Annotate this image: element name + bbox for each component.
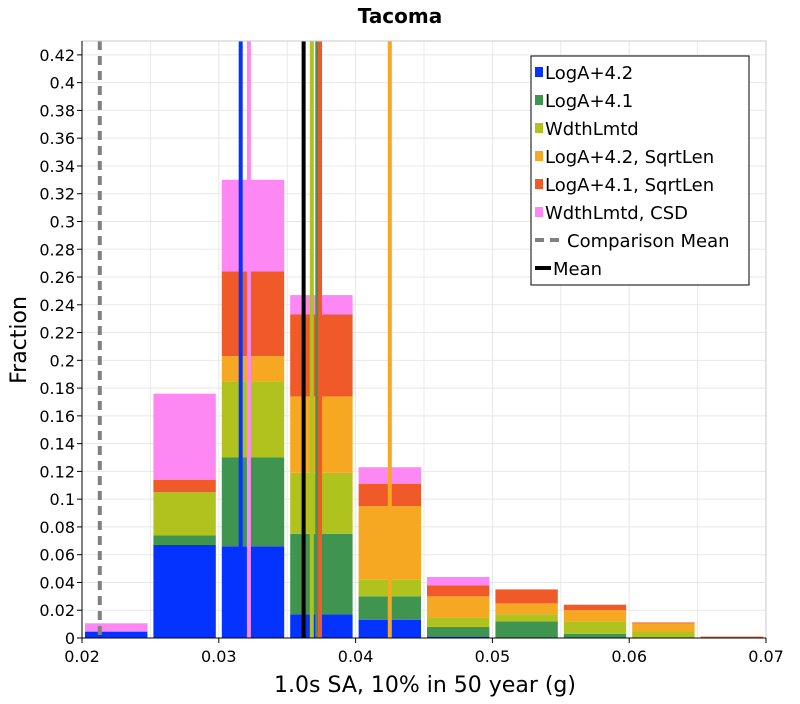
- y-tick-label: 0.08: [39, 518, 75, 537]
- y-tick-label: 0.4: [50, 74, 75, 93]
- tick-labels: 00.020.040.060.080.10.120.140.160.180.20…: [39, 46, 783, 666]
- bar-segment: [495, 589, 558, 604]
- x-tick-label: 0.07: [748, 647, 784, 666]
- legend-box: [530, 55, 750, 286]
- mean-lines: [97, 41, 392, 638]
- y-tick-label: 0.22: [39, 324, 75, 343]
- bar-segment: [632, 622, 695, 632]
- legend-label: WdthLmtd: [545, 119, 639, 140]
- legend-swatch: [535, 207, 543, 217]
- bar-segment: [563, 604, 627, 611]
- bar-segment: [221, 271, 285, 357]
- bar-segment: [221, 381, 285, 458]
- y-tick-label: 0.18: [39, 379, 75, 398]
- x-tick-label: 0.02: [64, 647, 100, 666]
- bar-segment: [563, 633, 627, 638]
- x-axis-label: 1.0s SA, 10% in 50 year (g): [274, 673, 576, 698]
- bar-segment: [427, 617, 490, 627]
- legend: LogA+4.2 LogA+4.1 WdthLmtd LogA+4.2, SqrtLe…: [530, 55, 750, 286]
- bar-segment: [563, 621, 627, 634]
- bar-segment: [221, 457, 285, 547]
- y-tick-label: 0.2: [50, 351, 75, 370]
- legend-label: LogA+4.2: [545, 63, 633, 84]
- bar-segment: [153, 544, 216, 638]
- bar-segment: [495, 603, 558, 615]
- bars: [85, 179, 763, 638]
- bar-segment: [427, 576, 490, 586]
- y-tick-label: 0.02: [39, 601, 75, 620]
- bar-segment: [563, 610, 627, 622]
- y-tick-label: 0.24: [39, 296, 75, 315]
- bar-segment: [221, 546, 285, 638]
- bar-segment: [221, 356, 285, 382]
- bar-segment: [153, 393, 216, 480]
- legend-label: Comparison Mean: [567, 231, 730, 252]
- bar-segment: [427, 596, 490, 618]
- y-tick-label: 0.32: [39, 185, 75, 204]
- y-tick-label: 0.26: [39, 268, 75, 287]
- legend-label: Mean: [553, 259, 602, 280]
- y-tick-label: 0.06: [39, 546, 75, 565]
- bar-segment: [632, 631, 695, 638]
- bar-segment: [632, 622, 695, 624]
- y-tick-label: 0.28: [39, 240, 75, 259]
- legend-swatch: [535, 151, 543, 161]
- y-tick-label: 0.04: [39, 573, 75, 592]
- y-tick-label: 0.16: [39, 407, 75, 426]
- legend-label: WdthLmtd, CSD: [545, 203, 688, 224]
- legend-label: LogA+4.1, SqrtLen: [545, 175, 714, 196]
- y-tick-label: 0.14: [39, 435, 75, 454]
- x-tick-label: 0.04: [338, 647, 374, 666]
- y-tick-label: 0.3: [50, 212, 75, 231]
- bar-segment: [153, 492, 216, 536]
- axes: [81, 40, 767, 639]
- legend-swatch: [535, 179, 543, 189]
- y-axis-label: Fraction: [7, 296, 32, 384]
- x-tick-label: 0.03: [201, 647, 237, 666]
- y-tick-label: 0.42: [39, 46, 75, 65]
- legend-label: LogA+4.2, SqrtLen: [545, 147, 714, 168]
- bar-segment: [495, 621, 558, 638]
- y-tick-label: 0.34: [39, 157, 75, 176]
- legend-swatch: [535, 123, 543, 133]
- legend-swatch: [535, 95, 543, 105]
- bar-segment: [221, 179, 285, 272]
- y-tick-label: 0.12: [39, 462, 75, 481]
- x-tick-label: 0.06: [611, 647, 647, 666]
- bar-segment: [153, 535, 216, 545]
- x-tick-label: 0.05: [475, 647, 511, 666]
- y-tick-label: 0.38: [39, 101, 75, 120]
- bar-segment: [153, 479, 216, 493]
- legend-swatch: [535, 67, 543, 77]
- y-tick-label: 0.1: [50, 490, 75, 509]
- bar-segment: [427, 636, 490, 638]
- bar-segment: [85, 623, 148, 632]
- bar-segment: [700, 636, 763, 638]
- legend-label: LogA+4.1: [545, 91, 633, 112]
- bar-segment: [427, 585, 490, 597]
- y-tick-label: 0.36: [39, 129, 75, 148]
- chart-title: Tacoma: [358, 4, 443, 28]
- bar-segment: [700, 636, 763, 638]
- bar-segment: [427, 626, 490, 637]
- y-tick-label: 0: [65, 629, 75, 648]
- bar-segment: [85, 631, 148, 638]
- bar-segment: [495, 614, 558, 622]
